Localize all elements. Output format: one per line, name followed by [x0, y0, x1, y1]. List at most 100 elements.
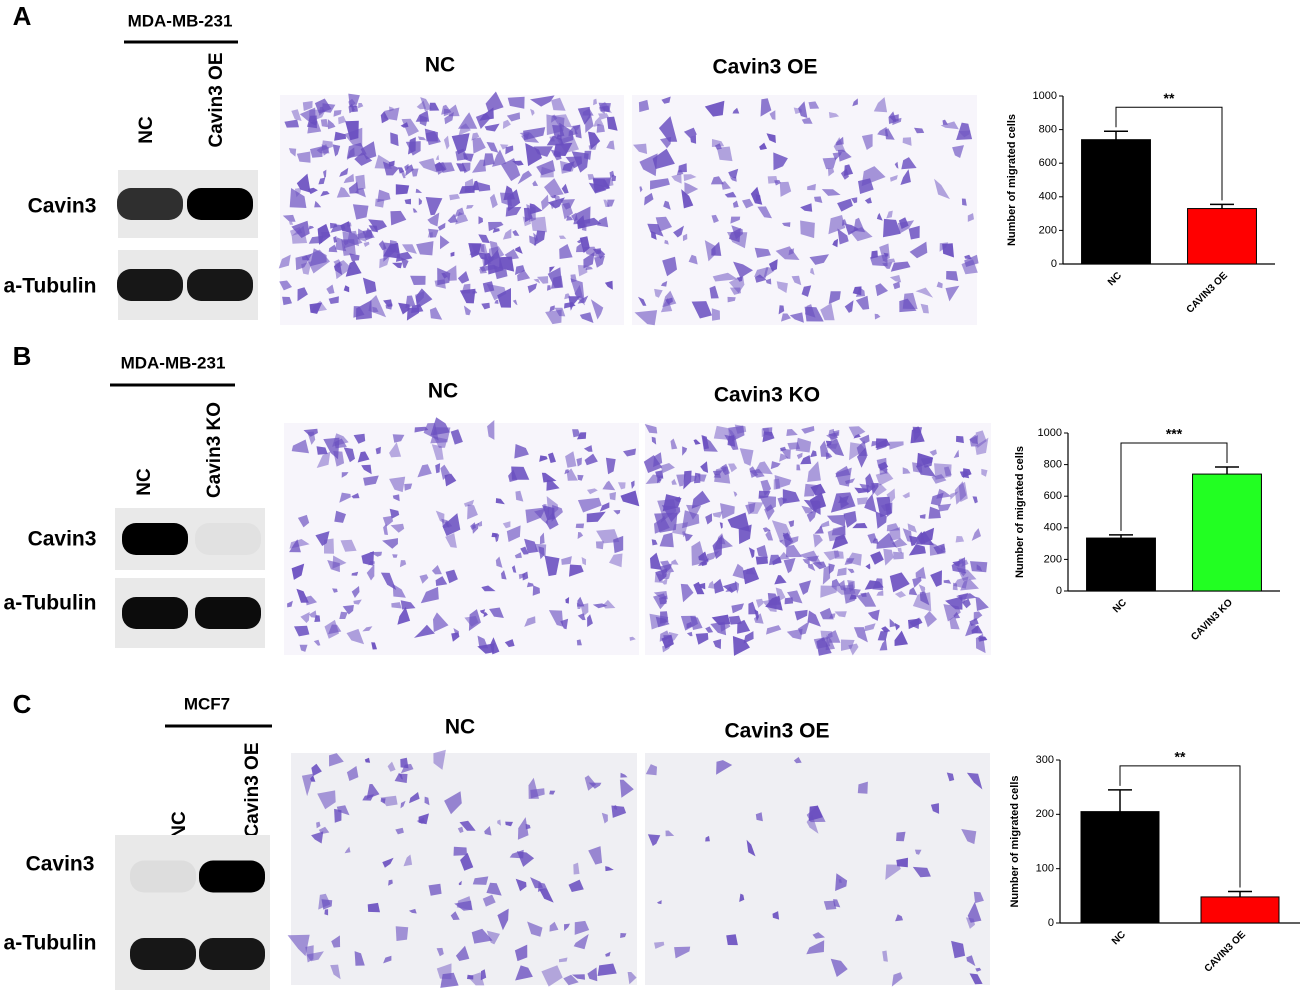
- cell: [943, 604, 961, 622]
- cell: [444, 473, 457, 487]
- cell: [620, 490, 640, 507]
- cell: [765, 595, 783, 611]
- cell: [734, 424, 747, 434]
- cell: [415, 291, 425, 305]
- cell: [604, 280, 613, 290]
- cell: [410, 275, 426, 285]
- cell: [627, 972, 637, 985]
- cell: [870, 551, 884, 565]
- cell: [511, 466, 530, 480]
- cell: [287, 934, 310, 957]
- cell: [371, 642, 377, 650]
- cell: [661, 505, 681, 523]
- cell: [552, 114, 573, 128]
- cell: [305, 945, 314, 963]
- cell: [327, 560, 340, 573]
- cell: [558, 235, 567, 239]
- band-label: a-Tubulin: [4, 932, 97, 955]
- cell: [649, 613, 669, 630]
- cell: [647, 223, 664, 237]
- cell: [497, 288, 511, 308]
- cell: [728, 463, 738, 473]
- cell: [802, 559, 810, 566]
- cell: [572, 429, 581, 438]
- cell: [471, 243, 488, 255]
- cell: [377, 189, 391, 203]
- cell: [691, 301, 712, 319]
- cell: [457, 271, 470, 284]
- cell: [388, 879, 393, 886]
- cell: [603, 199, 610, 207]
- cell: [788, 520, 795, 528]
- cell: [855, 295, 870, 310]
- cell: [663, 200, 671, 210]
- cell: [827, 525, 846, 542]
- cell: [499, 256, 515, 272]
- cell: [400, 257, 409, 269]
- cell: [565, 451, 577, 468]
- micrograph: [287, 749, 637, 988]
- blot-band: [117, 188, 183, 220]
- cell: [458, 880, 462, 886]
- cell: [701, 434, 718, 452]
- cell: [787, 590, 803, 604]
- cell: [682, 510, 700, 529]
- cell: [889, 618, 896, 628]
- cell: [382, 161, 400, 176]
- cell: [382, 538, 398, 549]
- cell: [573, 862, 580, 875]
- x-tick-label: NC: [1111, 597, 1129, 615]
- cell: [353, 599, 362, 605]
- cell: [775, 587, 786, 602]
- cell: [918, 584, 926, 595]
- cell: [838, 580, 846, 591]
- y-tick-label: 200: [1039, 224, 1057, 236]
- cell: [427, 212, 440, 227]
- cell: [278, 254, 291, 269]
- cell: [796, 464, 801, 471]
- cell: [348, 181, 359, 194]
- cell: [774, 575, 787, 585]
- cell: [307, 431, 316, 445]
- cell: [883, 218, 901, 238]
- cell: [836, 567, 847, 577]
- cell: [840, 639, 855, 651]
- cell: [329, 753, 344, 767]
- cell: [593, 116, 604, 127]
- cell: [362, 626, 373, 632]
- cell: [351, 586, 360, 598]
- y-axis-label: Number of migrated cells: [1006, 114, 1018, 246]
- cell: [451, 133, 470, 155]
- cell: [623, 448, 636, 457]
- cell: [395, 926, 409, 941]
- cell: [391, 602, 402, 609]
- cell: [793, 757, 802, 764]
- cell: [453, 846, 467, 856]
- cell: [819, 607, 834, 620]
- cell: [479, 265, 487, 274]
- cell: [693, 439, 701, 445]
- cell: [287, 600, 293, 608]
- cell: [737, 619, 751, 634]
- cell: [944, 466, 952, 477]
- cell: [455, 945, 470, 961]
- cell: [512, 299, 518, 306]
- cell: [620, 933, 627, 938]
- cell: [609, 553, 623, 568]
- cell: [347, 230, 360, 247]
- cell: [581, 557, 587, 566]
- cell: [853, 627, 868, 643]
- cell: [724, 191, 737, 198]
- cell: [949, 616, 960, 630]
- cell: [419, 574, 429, 584]
- cell: [495, 498, 505, 505]
- cell: [343, 447, 355, 463]
- cell: [897, 547, 903, 554]
- cell: [653, 452, 663, 468]
- cell: [440, 235, 450, 250]
- cell: [967, 213, 974, 222]
- x-tick-label: CAVIN3 OE: [1203, 929, 1249, 975]
- cell: [732, 636, 750, 656]
- cell: [364, 757, 371, 763]
- cell: [392, 434, 405, 443]
